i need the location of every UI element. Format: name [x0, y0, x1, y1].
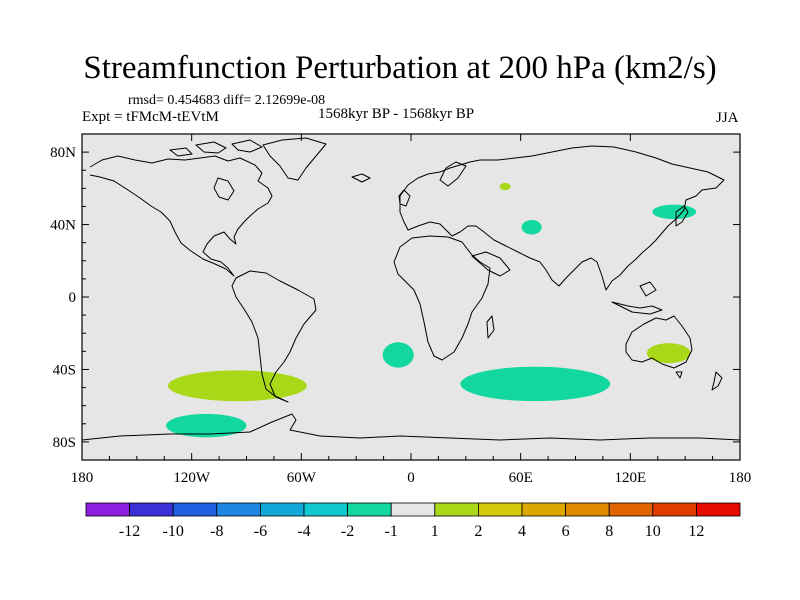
stats-line: rmsd= 0.454683 diff= 2.12699e-08: [128, 93, 326, 108]
anomaly-caspian-negative: [521, 220, 542, 235]
colorbar-swatch: [85, 502, 130, 517]
coastline-south-america: [231, 270, 317, 403]
anomaly-layer: [166, 182, 697, 438]
colorbar-swatch: [477, 502, 523, 517]
y-tick-label: 80S: [53, 435, 76, 451]
x-tick-label: 120W: [173, 470, 211, 486]
colorbar-swatch: [696, 502, 741, 517]
colorbar-swatch: [608, 502, 654, 517]
colorbar-swatch: [652, 502, 697, 517]
coastline-arabia: [471, 251, 511, 277]
coastline-japan: [675, 205, 689, 227]
y-tick-label: 0: [69, 290, 77, 306]
coastline-arctic-islands: [169, 139, 263, 157]
coastline-new-zealand: [711, 371, 723, 391]
colorbar: -12 -10 -8 -6 -4 -2 -1 1 2 4 6 8 10 12: [85, 502, 741, 540]
map-background: [82, 134, 740, 460]
colorbar-swatch: [129, 502, 174, 517]
anomaly-south-atlantic-positive: [167, 370, 307, 402]
colorbar-swatch: [565, 502, 610, 517]
x-tick-label: 0: [407, 470, 415, 486]
period-label: 1568kyr BP - 1568kyr BP: [318, 106, 475, 122]
anomaly-southern-indian-negative: [460, 366, 611, 402]
coastline-africa: [393, 235, 491, 361]
coastline-north-america: [89, 155, 273, 277]
colorbar-label: 8: [605, 523, 613, 540]
chart-title: Streamfunction Perturbation at 200 hPa (…: [83, 50, 717, 86]
coastline-tasmania: [675, 371, 683, 379]
x-tick-label: 120E: [614, 470, 646, 486]
coastlines: [82, 137, 740, 441]
colorbar-label: -2: [341, 523, 354, 540]
coastline-hudson-bay: [213, 177, 235, 201]
axis-layer: 180 120W 60W 0 60E 120E 180 80N 40N 0 40S 80S: [50, 134, 751, 486]
anomaly-australia-positive: [646, 343, 691, 364]
colorbar-swatch: [347, 502, 392, 517]
colorbar-label: 12: [688, 523, 704, 540]
colorbar-label: -12: [119, 523, 140, 540]
coastline-australia: [625, 315, 693, 369]
anomaly-south-pacific-negative: [166, 413, 247, 438]
colorbar-label: 4: [518, 523, 526, 540]
colorbar-swatch: [216, 502, 261, 517]
anomaly-central-asia-positive: [499, 182, 511, 191]
anomaly-south-atlantic-negative: [382, 342, 414, 368]
x-tick-label: 60W: [287, 470, 317, 486]
colorbar-swatch: [303, 502, 348, 517]
coastline-greenland: [262, 137, 327, 181]
colorbar-label: 2: [474, 523, 482, 540]
colorbar-label: -10: [163, 523, 184, 540]
coastline-antarctica: [82, 413, 740, 441]
colorbar-label: 6: [562, 523, 570, 540]
anomaly-east-asia-negative: [652, 204, 697, 220]
colorbar-label: -1: [385, 523, 398, 540]
colorbar-swatch: [434, 502, 479, 517]
colorbar-label: 10: [645, 523, 661, 540]
y-tick-label: 40S: [53, 362, 76, 378]
colorbar-swatch: [259, 502, 305, 517]
colorbar-label: -6: [254, 523, 267, 540]
x-tick-label: 180: [729, 470, 752, 486]
x-tick-label: 180: [71, 470, 94, 486]
coastline-eurasia: [399, 145, 725, 291]
coastline-madagascar: [486, 315, 495, 339]
coastline-scandinavia: [439, 161, 467, 187]
season-label: JJA: [716, 110, 739, 126]
experiment-label: Expt = tFMcM-tEVtM: [82, 109, 219, 125]
x-tick-label: 60E: [509, 470, 533, 486]
colorbar-swatch: [390, 502, 436, 517]
y-tick-label: 80N: [50, 145, 76, 161]
colorbar-swatch: [172, 502, 218, 517]
coastline-great-britain: [398, 189, 411, 207]
y-tick-label: 40N: [50, 218, 76, 234]
coastline-indonesia: [611, 281, 663, 315]
coastline-iceland: [351, 173, 371, 183]
colorbar-label: -8: [210, 523, 223, 540]
colorbar-label: -4: [297, 523, 310, 540]
colorbar-swatch: [521, 502, 566, 517]
colorbar-label: 1: [431, 523, 439, 540]
